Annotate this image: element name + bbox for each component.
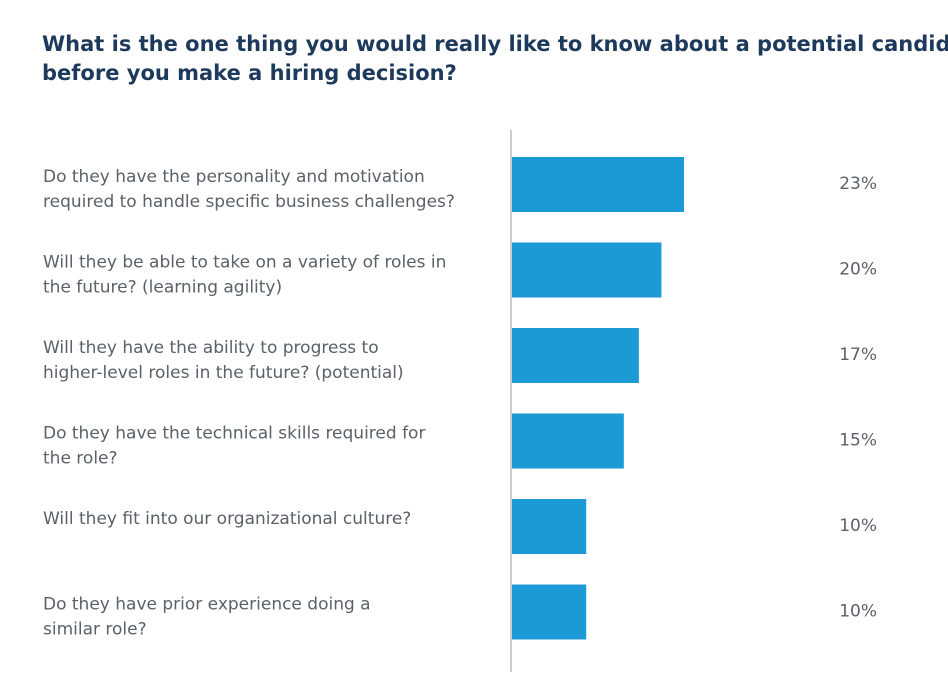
chart-title-line-1: What is the one thing you would really l…	[42, 32, 948, 56]
bar-2	[511, 242, 662, 298]
value-label-6: 10%	[839, 602, 877, 622]
value-label-5: 10%	[839, 516, 877, 536]
chart-title: What is the one thing you would really l…	[42, 30, 948, 88]
bars-layer	[511, 157, 684, 640]
value-label-1: 23%	[839, 174, 877, 194]
bar-6	[511, 584, 587, 640]
category-labels-layer: Do they have the personality and motivat…	[43, 167, 455, 640]
chart-title-line-2: before you make a hiring decision?	[42, 61, 457, 85]
value-label-2: 20%	[839, 260, 877, 280]
category-label-5: Will they fit into our organizational cu…	[43, 509, 411, 529]
value-label-4: 15%	[839, 431, 877, 451]
bar-3	[511, 328, 639, 383]
bar-1	[511, 157, 684, 212]
bar-5	[511, 499, 587, 554]
value-label-3: 17%	[839, 345, 877, 365]
category-label-4: Do they have the technical skills requir…	[43, 424, 425, 469]
category-label-1: Do they have the personality and motivat…	[43, 167, 455, 212]
bar-4	[511, 413, 624, 469]
category-label-3: Will they have the ability to progress t…	[43, 338, 404, 383]
value-labels-layer: 23% 20% 17% 15% 10% 10%	[839, 174, 877, 622]
category-label-6: Do they have prior experience doing a sim…	[43, 595, 371, 640]
category-label-2: Will they be able to take on a variety o…	[43, 253, 446, 298]
